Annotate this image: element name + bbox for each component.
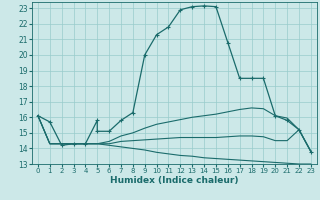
X-axis label: Humidex (Indice chaleur): Humidex (Indice chaleur) (110, 176, 239, 185)
